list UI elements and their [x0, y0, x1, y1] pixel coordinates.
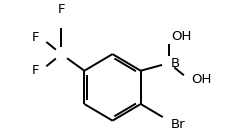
Text: Br: Br: [171, 118, 185, 131]
Text: F: F: [58, 3, 65, 16]
Text: B: B: [171, 57, 180, 70]
Text: OH: OH: [171, 30, 191, 43]
Text: OH: OH: [191, 73, 212, 86]
Text: F: F: [31, 31, 39, 44]
Text: F: F: [31, 64, 39, 77]
